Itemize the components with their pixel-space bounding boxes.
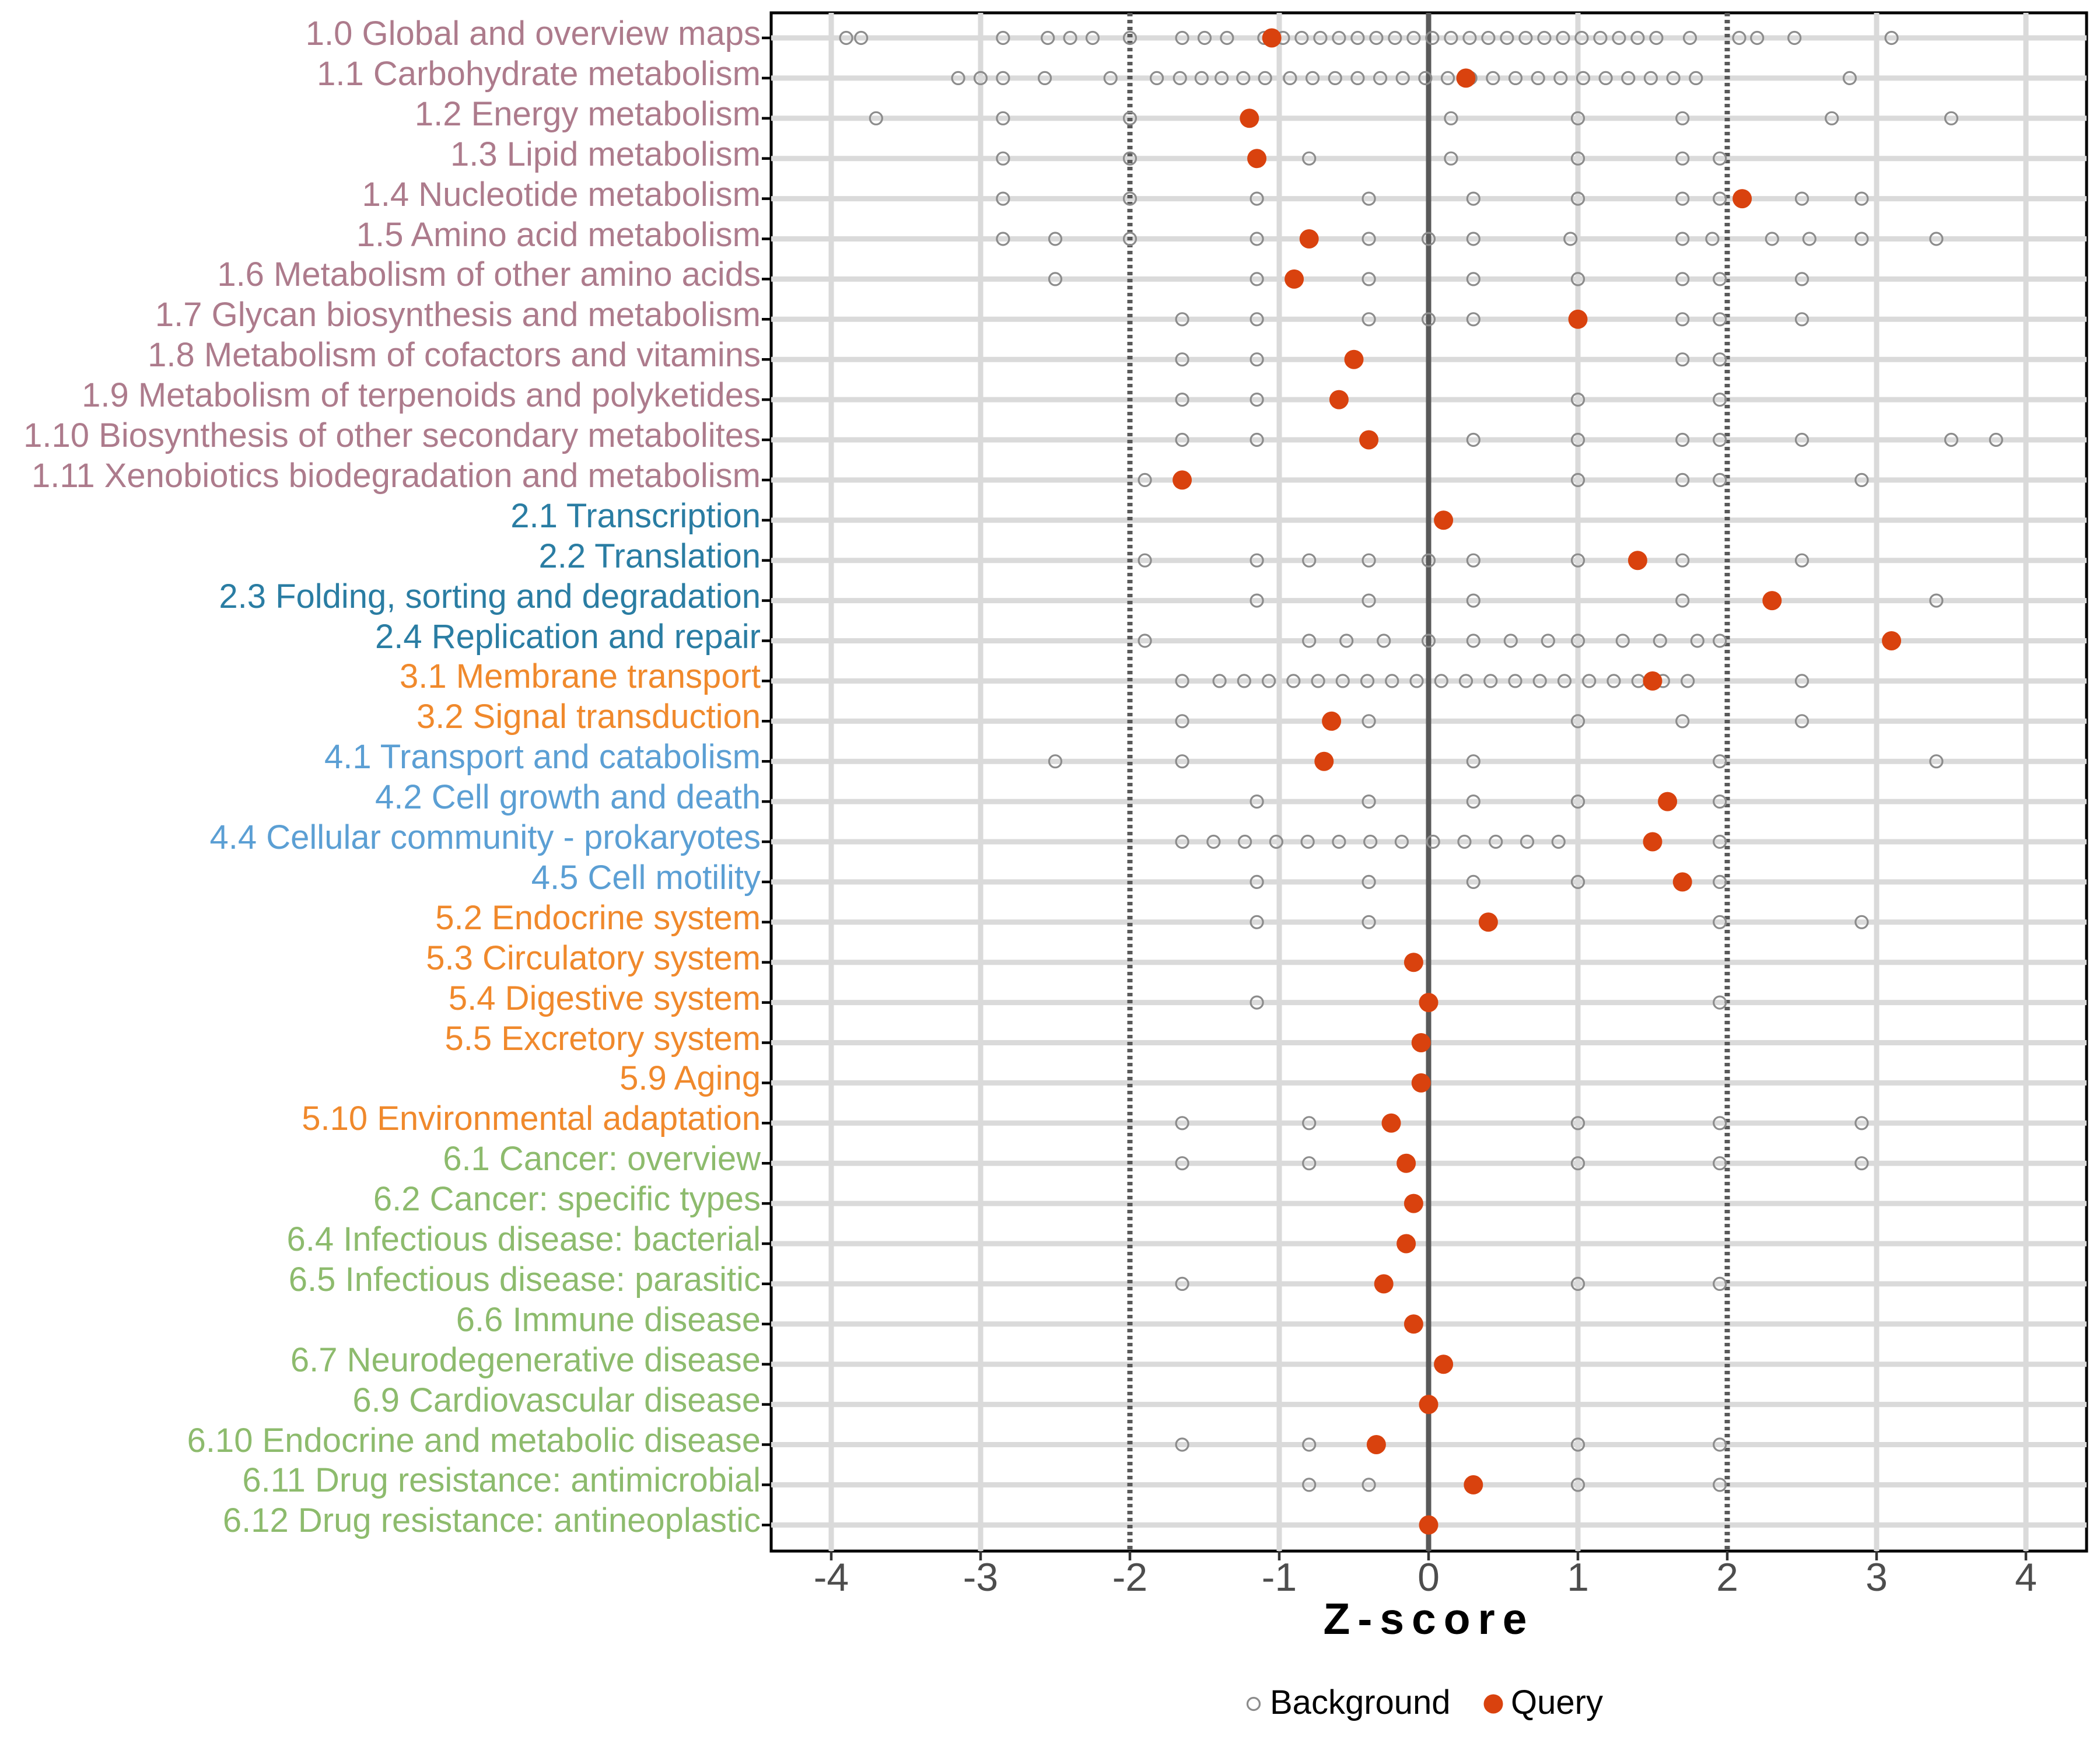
svg-text:-2: -2 [1112,1555,1147,1600]
svg-text:Z-score: Z-score [1324,1594,1535,1643]
svg-text:3: 3 [1866,1555,1888,1600]
svg-text:0: 0 [1418,1555,1440,1600]
svg-text:2: 2 [1716,1555,1738,1600]
svg-text:-1: -1 [1262,1555,1297,1600]
svg-text:Background: Background [1270,1684,1451,1721]
svg-text:-4: -4 [814,1555,849,1600]
svg-text:-3: -3 [963,1555,998,1600]
svg-text:Query: Query [1511,1684,1603,1721]
svg-text:4: 4 [2015,1555,2037,1600]
svg-text:1: 1 [1567,1555,1589,1600]
